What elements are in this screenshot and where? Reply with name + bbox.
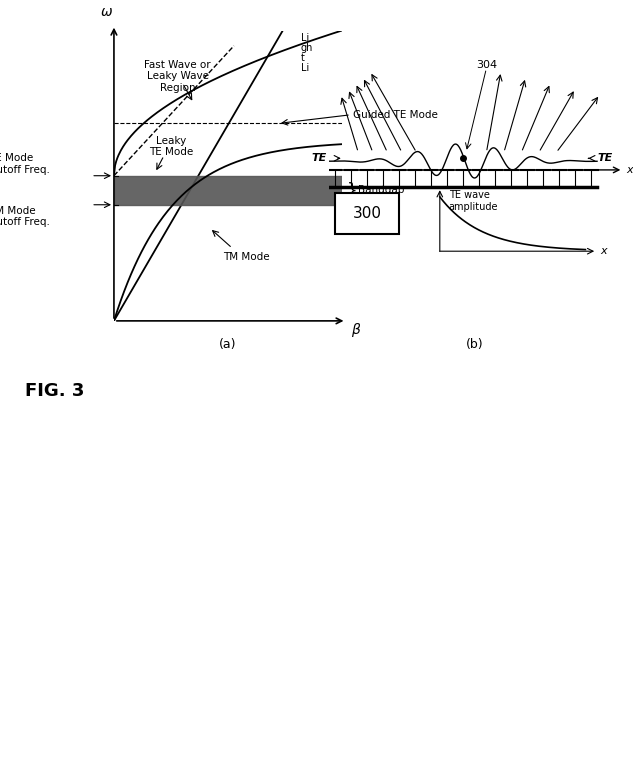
- Text: x: x: [626, 165, 633, 175]
- Bar: [335, 193, 399, 234]
- Text: TE: TE: [597, 154, 612, 163]
- Text: ω: ω: [101, 5, 113, 19]
- Text: Li
gh
t
Li: Li gh t Li: [301, 34, 313, 73]
- Text: }: }: [346, 181, 357, 199]
- Text: (b): (b): [466, 338, 484, 351]
- Text: β: β: [351, 322, 360, 337]
- Text: x: x: [600, 246, 606, 256]
- Text: Leaky
TE Mode: Leaky TE Mode: [149, 136, 193, 157]
- Text: (a): (a): [219, 338, 237, 351]
- Text: TE wave
amplitude: TE wave amplitude: [449, 190, 498, 212]
- Bar: [114, 176, 342, 205]
- Text: TE Mode
Cutoff Freq.: TE Mode Cutoff Freq.: [0, 154, 49, 175]
- Text: Fast Wave or
Leaky Wave
Region: Fast Wave or Leaky Wave Region: [144, 60, 211, 92]
- Text: TM Mode
Cutoff Freq.: TM Mode Cutoff Freq.: [0, 206, 49, 227]
- Text: 304: 304: [476, 60, 497, 70]
- Text: Guided TE Mode: Guided TE Mode: [353, 110, 438, 120]
- Text: TM Mode: TM Mode: [223, 252, 270, 262]
- Text: TE: TE: [311, 154, 326, 163]
- Text: 300: 300: [353, 206, 382, 221]
- Text: FIG. 3: FIG. 3: [25, 382, 85, 400]
- Text: Bandgap: Bandgap: [358, 185, 404, 196]
